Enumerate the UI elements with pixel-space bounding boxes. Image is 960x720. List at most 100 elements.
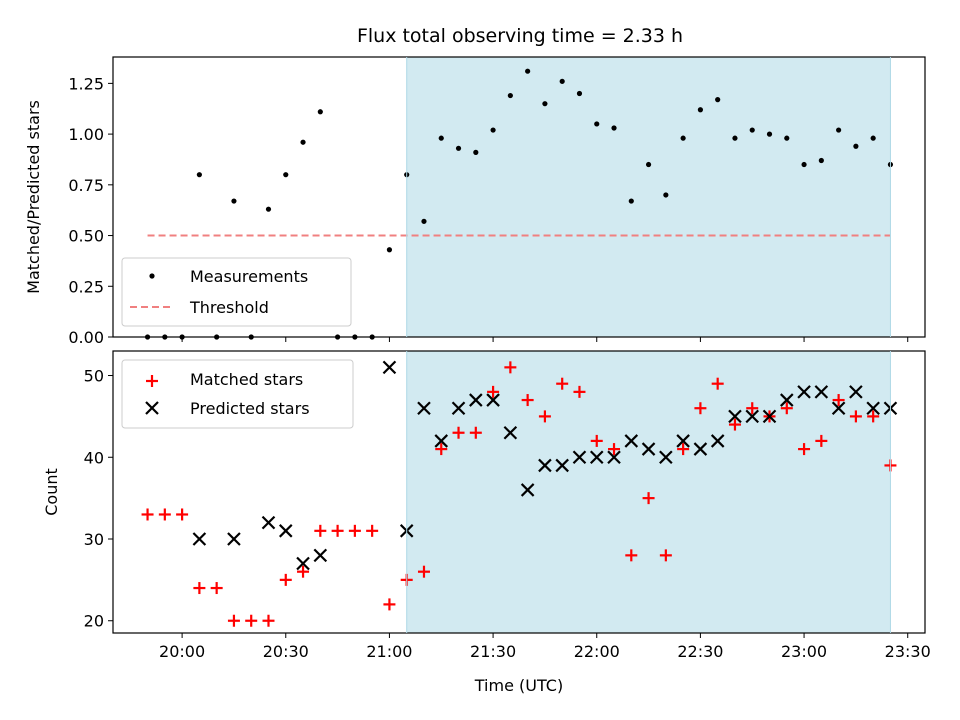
measurement-point bbox=[628, 198, 634, 204]
measurement-point bbox=[732, 135, 738, 141]
matched-stars-point bbox=[487, 385, 500, 398]
matched-stars-point bbox=[452, 426, 465, 439]
matched-stars-point bbox=[469, 426, 482, 439]
bottom-shaded-region bbox=[406, 351, 891, 633]
predicted-stars-point bbox=[745, 409, 760, 424]
x-tick-label: 20:00 bbox=[159, 642, 205, 661]
predicted-stars-point bbox=[607, 450, 621, 465]
matched-stars-point bbox=[314, 524, 327, 537]
matched-stars-point bbox=[331, 524, 344, 537]
matched-stars-point bbox=[694, 402, 707, 415]
measurement-point bbox=[715, 97, 721, 103]
measurement-point bbox=[473, 149, 479, 155]
predicted-stars-point bbox=[520, 483, 535, 497]
matched-stars-point bbox=[815, 434, 828, 447]
matched-stars-point bbox=[538, 410, 551, 423]
bottom-y-axis: 20 30 40 50 bbox=[84, 367, 113, 631]
bottom-legend-box bbox=[121, 359, 354, 429]
matched-stars-point bbox=[642, 492, 655, 505]
matched-stars-series bbox=[141, 361, 897, 627]
measurement-point bbox=[455, 145, 462, 151]
matched-stars-point bbox=[297, 565, 310, 578]
predicted-stars-point bbox=[780, 393, 794, 407]
matched-stars-point bbox=[867, 410, 880, 423]
matched-stars-point bbox=[141, 508, 154, 521]
y-tick-label: 20 bbox=[84, 612, 104, 631]
matched-stars-point bbox=[193, 582, 206, 595]
measurement-point bbox=[231, 198, 237, 204]
predicted-stars-point bbox=[313, 548, 328, 563]
x-tick-label: 23:00 bbox=[781, 642, 827, 661]
predicted-stars-point bbox=[762, 409, 777, 424]
y-tick-label: 50 bbox=[84, 367, 104, 386]
matched-stars-point bbox=[227, 614, 240, 627]
predicted-stars-point bbox=[641, 442, 656, 456]
top-legend: Measurements Threshold bbox=[121, 257, 352, 327]
measurement-point bbox=[300, 139, 306, 145]
matched-stars-point bbox=[521, 394, 534, 407]
matched-stars-point bbox=[659, 549, 672, 562]
top-legend-box bbox=[121, 257, 352, 327]
measurement-point bbox=[818, 157, 824, 164]
matched-stars-point bbox=[677, 443, 690, 456]
matched-stars-point bbox=[366, 524, 379, 537]
predicted-stars-point bbox=[866, 401, 880, 415]
y-tick-label: 0.25 bbox=[68, 277, 104, 296]
measurement-point bbox=[438, 135, 444, 141]
predicted-stars-point bbox=[624, 434, 639, 448]
matched-stars-point bbox=[849, 410, 862, 423]
x-tick-label: 20:30 bbox=[263, 642, 309, 661]
measurement-point bbox=[386, 247, 393, 253]
matched-stars-point bbox=[383, 598, 396, 611]
predicted-stars-point bbox=[451, 401, 466, 415]
bottom-plot-frame bbox=[112, 350, 926, 634]
measurement-point bbox=[542, 101, 548, 107]
measurement-point bbox=[594, 121, 600, 127]
top-shaded-region bbox=[406, 57, 891, 337]
matched-stars-point bbox=[348, 524, 361, 537]
measurement-point bbox=[490, 127, 496, 133]
matched-stars-point bbox=[728, 418, 741, 431]
matched-stars-point bbox=[176, 508, 189, 521]
predicted-stars-point bbox=[227, 532, 241, 546]
legend-measurements-marker bbox=[149, 273, 155, 279]
predicted-stars-point bbox=[469, 393, 483, 407]
predicted-stars-point bbox=[693, 442, 708, 456]
x-axis-label: Time (UTC) bbox=[474, 676, 563, 695]
measurement-point bbox=[196, 172, 202, 178]
y-tick-label: 0.50 bbox=[68, 227, 104, 246]
x-tick-label: 22:00 bbox=[574, 642, 620, 661]
matched-stars-point bbox=[746, 402, 759, 415]
y-tick-label: 30 bbox=[84, 530, 104, 549]
matched-stars-point bbox=[245, 614, 258, 627]
matched-stars-point bbox=[262, 614, 275, 627]
measurement-point bbox=[697, 107, 704, 113]
measurement-point bbox=[421, 218, 427, 224]
measurement-point bbox=[611, 125, 617, 131]
measurement-point bbox=[680, 135, 686, 141]
matched-stars-point bbox=[504, 361, 517, 374]
matched-stars-point bbox=[417, 565, 430, 578]
predicted-stars-point bbox=[589, 450, 604, 465]
matched-stars-point bbox=[711, 377, 724, 390]
predicted-stars-point bbox=[486, 393, 500, 407]
matched-stars-point bbox=[279, 573, 292, 586]
measurement-point bbox=[645, 161, 652, 168]
top-plot-frame bbox=[112, 56, 926, 338]
measurements-series bbox=[144, 68, 894, 340]
predicted-stars-point bbox=[503, 425, 518, 440]
measurement-point bbox=[525, 68, 531, 74]
predicted-stars-point bbox=[676, 434, 690, 448]
measurement-point bbox=[870, 135, 876, 141]
y-tick-label: 0.00 bbox=[68, 328, 104, 347]
y-tick-label: 40 bbox=[84, 448, 104, 467]
top-y-axis: 0.00 0.25 0.50 0.75 1.00 1.25 bbox=[68, 74, 113, 347]
measurement-point bbox=[576, 90, 583, 97]
top-plot-marks bbox=[144, 68, 894, 340]
matched-stars-point bbox=[780, 402, 793, 415]
predicted-stars-point bbox=[261, 515, 276, 530]
measurement-point bbox=[507, 92, 513, 99]
matched-stars-point bbox=[158, 508, 171, 521]
top-panel: 0.00 0.25 0.50 0.75 1.00 1.25 Matched/Predict… bbox=[24, 56, 926, 347]
